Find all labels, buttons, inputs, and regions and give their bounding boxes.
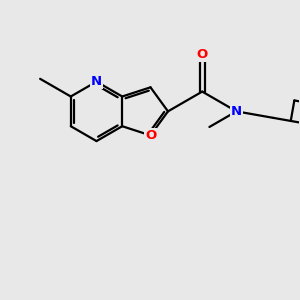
Text: O: O (145, 129, 156, 142)
Text: N: N (231, 105, 242, 118)
Text: N: N (91, 75, 102, 88)
Text: O: O (196, 48, 208, 61)
